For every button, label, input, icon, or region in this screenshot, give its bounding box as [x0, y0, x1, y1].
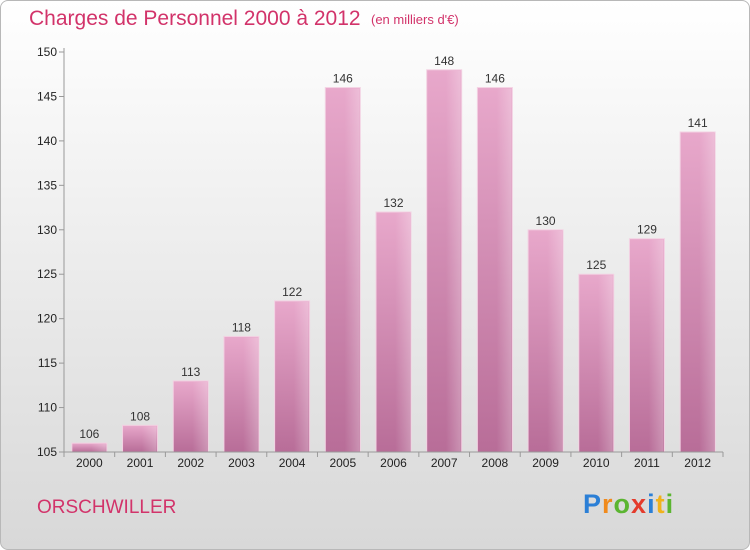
- x-tick-label: 2003: [228, 456, 255, 470]
- data-label: 130: [536, 214, 556, 228]
- y-tick-label: 110: [38, 401, 57, 415]
- data-label: 125: [586, 258, 606, 272]
- bar-highlight: [496, 88, 512, 453]
- x-tick-label: 2007: [431, 456, 458, 470]
- proxiti-logo: Proxiti: [583, 489, 674, 520]
- y-tick-label: 145: [37, 89, 57, 103]
- bar-highlight: [243, 337, 258, 452]
- x-tick-label: 2008: [482, 456, 509, 470]
- bar-highlight: [344, 88, 360, 453]
- y-tick-label: 120: [37, 312, 57, 326]
- chart-unit: (en milliers d'€): [371, 12, 459, 27]
- bar-highlight: [141, 426, 157, 452]
- logo-letter: t: [655, 489, 666, 519]
- x-tick-label: 2004: [279, 456, 306, 470]
- data-label: 122: [282, 285, 302, 299]
- logo-letter: r: [602, 489, 614, 519]
- bar-highlight: [699, 133, 715, 452]
- bar-highlight: [598, 275, 613, 452]
- x-tick-label: 2001: [127, 456, 154, 470]
- bar-highlight: [648, 239, 664, 452]
- data-label: 141: [688, 116, 708, 130]
- commune-name: ORSCHWILLER: [37, 497, 177, 518]
- bar-highlight: [445, 70, 461, 453]
- data-label: 129: [637, 223, 657, 237]
- bar-highlight: [293, 301, 309, 452]
- data-label: 146: [485, 72, 505, 86]
- y-tick-label: 105: [37, 445, 57, 459]
- logo-letter: x: [631, 489, 648, 519]
- x-tick-label: 2005: [329, 456, 356, 470]
- data-label: 146: [333, 72, 353, 86]
- x-tick-label: 2006: [380, 456, 407, 470]
- x-tick-label: 2000: [76, 456, 103, 470]
- bar-highlight: [547, 230, 563, 452]
- logo-letter: i: [647, 489, 656, 519]
- data-label: 106: [79, 427, 99, 441]
- y-tick-label: 125: [37, 267, 57, 281]
- y-axis: 105 110 115 120 125 130 135 140 145 150: [37, 45, 65, 459]
- logo-letter: P: [583, 489, 603, 519]
- logo-letter: o: [613, 489, 632, 519]
- data-label: 148: [434, 54, 454, 68]
- x-tick-label: 2011: [634, 456, 660, 470]
- data-label: 118: [232, 320, 251, 334]
- x-tick-label: 2010: [583, 456, 610, 470]
- y-tick-label: 135: [37, 178, 57, 192]
- chart-title: Charges de Personnel 2000 à 2012: [29, 7, 361, 30]
- x-tick-label: 2012: [684, 456, 711, 470]
- bar-highlight: [192, 381, 208, 452]
- y-tick-label: 150: [37, 45, 57, 59]
- y-tick-label: 115: [38, 356, 57, 370]
- data-label: 113: [181, 365, 200, 379]
- bar-highlight: [91, 444, 106, 452]
- logo-letter: i: [665, 489, 675, 519]
- bar-highlight: [395, 213, 410, 452]
- y-tick-label: 130: [37, 223, 57, 237]
- data-label: 108: [130, 409, 150, 423]
- x-axis: 2000 2001 2002 2003 2004 2005 2006 2007 2008 2009…: [63, 451, 724, 470]
- bars: 106 108 113 118 122 146 132 148 146 130 125 129 141: [71, 54, 716, 453]
- y-tick-label: 140: [37, 134, 57, 148]
- x-tick-label: 2009: [532, 456, 559, 470]
- data-label: 132: [383, 196, 403, 210]
- x-tick-label: 2002: [177, 456, 204, 470]
